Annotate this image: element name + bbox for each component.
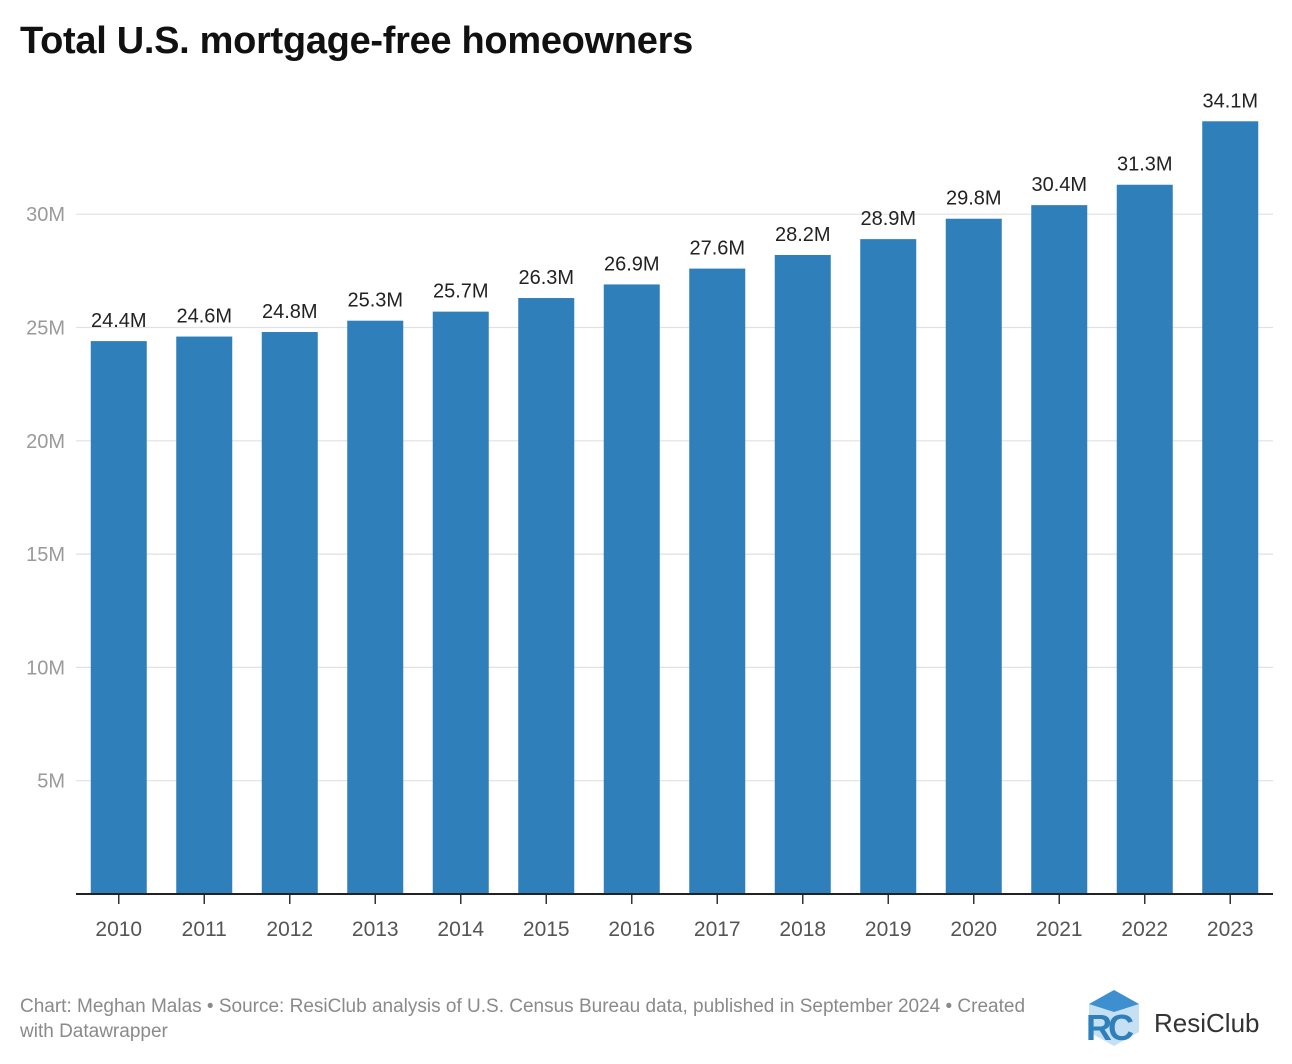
x-tick-label-2016: 2016 [608, 918, 655, 941]
value-label-2022: 31.3M [1117, 154, 1173, 176]
x-tick-label-2012: 2012 [266, 918, 313, 941]
value-label-2020: 29.8M [946, 188, 1002, 210]
svg-text:RC: RC [1086, 1007, 1134, 1048]
x-tick-label-2022: 2022 [1121, 918, 1168, 941]
bar-2023 [1202, 121, 1259, 894]
bar-2020 [945, 218, 1002, 894]
value-label-2010: 24.4M [91, 310, 147, 332]
x-tick-label-2019: 2019 [865, 918, 912, 941]
y-tick-label: 30M [26, 204, 65, 226]
y-tick-label: 15M [26, 544, 65, 566]
chart-title: Total U.S. mortgage-free homeowners [20, 20, 693, 62]
value-label-2013: 25.3M [347, 290, 403, 312]
value-label-2017: 27.6M [689, 238, 745, 260]
x-tick-label-2023: 2023 [1207, 918, 1254, 941]
x-tick-label-2013: 2013 [352, 918, 399, 941]
bar-2018 [774, 254, 831, 894]
bar-2022 [1116, 184, 1173, 894]
value-label-2012: 24.8M [262, 301, 318, 323]
x-tick-label-2020: 2020 [950, 918, 997, 941]
bar-2021 [1031, 205, 1088, 895]
bar-2017 [689, 268, 746, 895]
x-axis: 2010 2011 2012 2013 2014 2015 2016 2017 2018 2019… [76, 893, 1273, 941]
y-tick-label: 5M [37, 771, 65, 793]
y-tick-label: 20M [26, 431, 65, 453]
resiclub-logo-mark-icon: RC [1086, 990, 1139, 1048]
bars [90, 121, 1259, 895]
y-tick-label: 25M [26, 318, 65, 340]
bar-2010 [90, 341, 147, 894]
value-label-2023: 34.1M [1202, 90, 1258, 112]
value-label-2016: 26.9M [604, 253, 660, 275]
x-tick-label-2021: 2021 [1036, 918, 1083, 941]
x-tick-label-2011: 2011 [182, 918, 227, 941]
bar-2012 [261, 332, 318, 895]
value-label-2021: 30.4M [1031, 174, 1087, 196]
bar-2013 [347, 320, 404, 894]
value-label-2011: 24.6M [176, 306, 232, 328]
value-label-2019: 28.9M [860, 208, 916, 230]
bar-2019 [860, 239, 917, 895]
bar-2016 [603, 284, 660, 894]
resiclub-logo-text: ResiClub [1154, 1008, 1260, 1038]
value-labels: 24.4M 24.6M 24.8M 25.3M 25.7M 26.3M 26.9M 27.6M… [91, 90, 1258, 332]
value-label-2018: 28.2M [775, 224, 831, 246]
chart-footer-credit: Chart: Meghan Malas • Source: ResiClub a… [20, 996, 1026, 1042]
value-label-2014: 25.7M [433, 281, 489, 303]
x-tick-label-2017: 2017 [694, 918, 741, 941]
x-tick-label-2018: 2018 [779, 918, 826, 941]
x-tick-label-2015: 2015 [523, 918, 570, 941]
bar-2011 [176, 336, 233, 895]
x-tick-label-2010: 2010 [95, 918, 142, 941]
x-tick-label-2014: 2014 [437, 918, 484, 941]
resiclub-logo[interactable]: RC ResiClub [1084, 988, 1284, 1048]
bar-2014 [432, 311, 489, 894]
value-label-2015: 26.3M [518, 267, 574, 289]
bar-2015 [518, 298, 575, 894]
y-tick-label: 10M [26, 657, 65, 679]
